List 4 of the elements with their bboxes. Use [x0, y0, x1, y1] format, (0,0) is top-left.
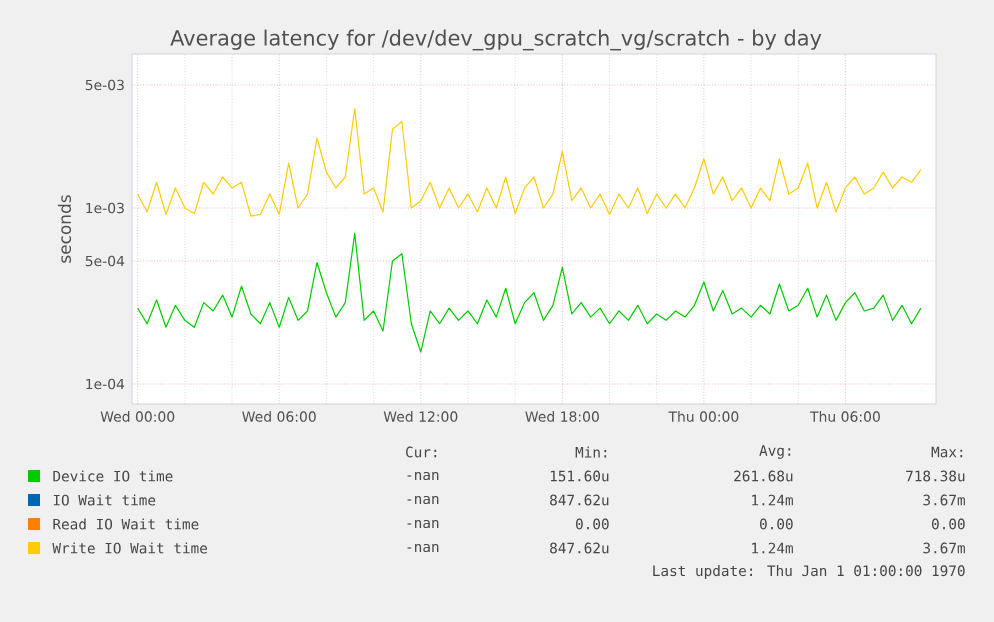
line-series: [137, 232, 922, 353]
y-axis-title: seconds: [57, 195, 72, 263]
line-series: [137, 108, 922, 217]
chart-title: Average latency for /dev/dev_gpu_scratch_vg/scratch - by day: [170, 29, 822, 51]
